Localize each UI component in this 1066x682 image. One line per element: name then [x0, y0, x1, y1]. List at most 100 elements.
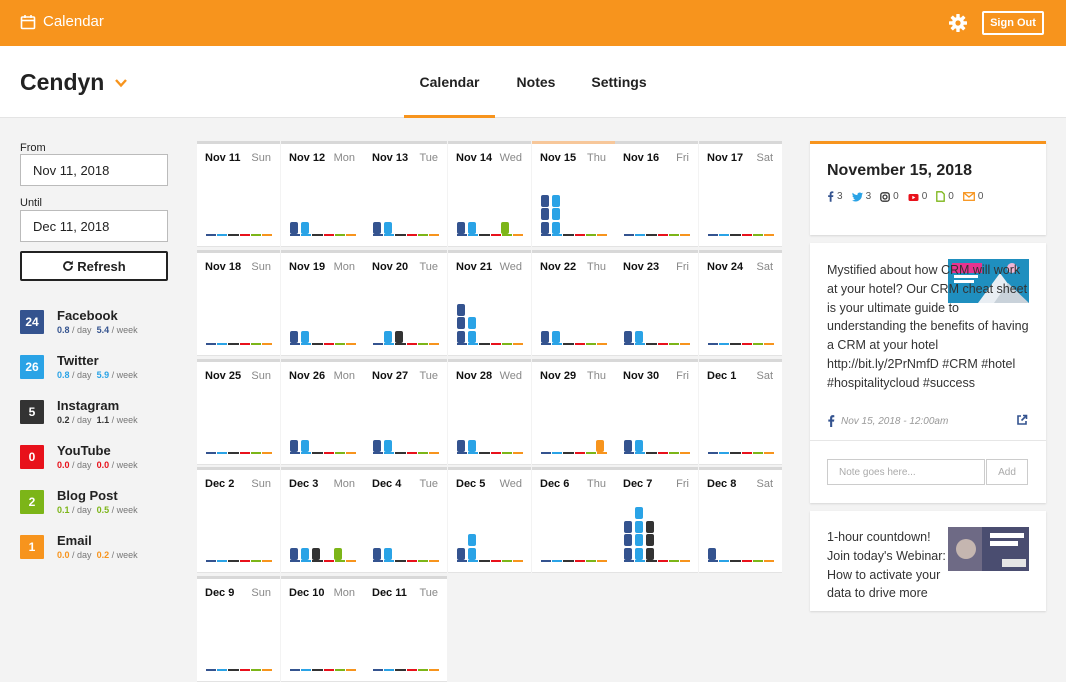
calendar-day-cell[interactable]: Dec 5 Wed [448, 467, 531, 573]
post-block[interactable] [468, 534, 476, 547]
post-block[interactable] [301, 548, 309, 560]
post-block[interactable] [708, 548, 716, 560]
post-block[interactable] [646, 534, 654, 547]
post-block[interactable] [384, 331, 392, 343]
post-block[interactable] [457, 317, 465, 330]
post-block[interactable] [635, 520, 643, 533]
post-block[interactable] [646, 548, 654, 560]
add-note-button[interactable]: Add [986, 459, 1028, 485]
gear-icon[interactable] [948, 13, 968, 33]
post-block[interactable] [635, 507, 643, 520]
channel-email[interactable]: 1 Email 0.0 / day 0.2 / week [20, 533, 200, 565]
channel-youtube[interactable]: 0 YouTube 0.0 / day 0.0 / week [20, 443, 200, 475]
post-block[interactable] [457, 548, 465, 560]
note-input[interactable]: Note goes here... [827, 459, 985, 485]
calendar-day-cell[interactable]: Nov 13 Tue [364, 141, 447, 247]
post-block[interactable] [468, 222, 476, 234]
calendar-day-cell[interactable]: Dec 8 Sat [699, 467, 782, 573]
post-block[interactable] [635, 548, 643, 560]
refresh-button[interactable]: Refresh [20, 251, 168, 281]
calendar-day-cell[interactable]: Dec 10 Mon [281, 576, 364, 682]
calendar-day-cell[interactable]: Dec 11 Tue [364, 576, 447, 682]
calendar-day-cell[interactable]: Nov 16 Fri [615, 141, 698, 247]
post-block[interactable] [541, 194, 549, 207]
calendar-day-cell[interactable]: Dec 3 Mon [281, 467, 364, 573]
post-block[interactable] [624, 548, 632, 560]
channel-facebook[interactable]: 24 Facebook 0.8 / day 5.4 / week [20, 308, 200, 340]
calendar-day-cell[interactable]: Nov 20 Tue [364, 250, 447, 356]
calendar-day-cell[interactable]: Dec 4 Tue [364, 467, 447, 573]
calendar-day-cell[interactable]: Nov 15 Thu [532, 141, 615, 247]
post-block[interactable] [457, 440, 465, 452]
post-block[interactable] [552, 194, 560, 207]
calendar-day-cell[interactable]: Dec 1 Sat [699, 359, 782, 465]
post-block[interactable] [301, 222, 309, 234]
post-block[interactable] [468, 548, 476, 560]
tab-settings[interactable]: Settings [591, 74, 647, 90]
post-block[interactable] [290, 331, 298, 343]
post-block[interactable] [501, 222, 509, 234]
sign-out-button[interactable]: Sign Out [982, 11, 1044, 35]
post-block[interactable] [301, 331, 309, 343]
tab-calendar[interactable]: Calendar [404, 46, 495, 118]
post-block[interactable] [468, 440, 476, 452]
calendar-day-cell[interactable]: Nov 24 Sat [699, 250, 782, 356]
post-block[interactable] [384, 222, 392, 234]
calendar-day-cell[interactable]: Nov 22 Thu [532, 250, 615, 356]
post-block[interactable] [373, 222, 381, 234]
channel-twitter[interactable]: 26 Twitter 0.8 / day 5.9 / week [20, 353, 200, 385]
calendar-day-cell[interactable]: Nov 17 Sat [699, 141, 782, 247]
post-block[interactable] [457, 222, 465, 234]
app-brand[interactable]: Calendar [20, 13, 104, 30]
channel-blog-post[interactable]: 2 Blog Post 0.1 / day 0.5 / week [20, 488, 200, 520]
post-block[interactable] [301, 440, 309, 452]
calendar-day-cell[interactable]: Nov 12 Mon [281, 141, 364, 247]
post-block[interactable] [395, 331, 403, 343]
post-thumbnail-2[interactable] [948, 527, 1029, 571]
post-block[interactable] [624, 331, 632, 343]
post-block[interactable] [468, 317, 476, 330]
calendar-day-cell[interactable]: Nov 25 Sun [197, 359, 280, 465]
post-block[interactable] [635, 534, 643, 547]
post-thumbnail[interactable] [948, 259, 1029, 303]
post-block[interactable] [624, 534, 632, 547]
calendar-day-cell[interactable]: Nov 28 Wed [448, 359, 531, 465]
calendar-day-cell[interactable]: Nov 26 Mon [281, 359, 364, 465]
post-block[interactable] [290, 548, 298, 560]
calendar-day-cell[interactable]: Nov 23 Fri [615, 250, 698, 356]
post-block[interactable] [624, 440, 632, 452]
calendar-day-cell[interactable]: Nov 11 Sun [197, 141, 280, 247]
post-block[interactable] [552, 208, 560, 221]
post-block[interactable] [384, 548, 392, 560]
external-link-icon[interactable] [1016, 414, 1028, 426]
post-block[interactable] [334, 548, 342, 560]
post-block[interactable] [468, 331, 476, 343]
post-block[interactable] [541, 331, 549, 343]
calendar-day-cell[interactable]: Nov 19 Mon [281, 250, 364, 356]
calendar-day-cell[interactable]: Nov 30 Fri [615, 359, 698, 465]
post-block[interactable] [624, 520, 632, 533]
post-block[interactable] [596, 440, 604, 452]
post-block[interactable] [290, 222, 298, 234]
calendar-day-cell[interactable]: Dec 7 Fri [615, 467, 698, 573]
from-date-input[interactable]: Nov 11, 2018 [20, 154, 168, 186]
post-block[interactable] [541, 222, 549, 234]
post-block[interactable] [373, 440, 381, 452]
calendar-day-cell[interactable]: Nov 27 Tue [364, 359, 447, 465]
post-block[interactable] [373, 548, 381, 560]
post-block[interactable] [457, 331, 465, 343]
post-block[interactable] [646, 520, 654, 533]
calendar-day-cell[interactable]: Nov 14 Wed [448, 141, 531, 247]
post-block[interactable] [312, 548, 320, 560]
calendar-day-cell[interactable]: Dec 6 Thu [532, 467, 615, 573]
calendar-day-cell[interactable]: Nov 18 Sun [197, 250, 280, 356]
calendar-day-cell[interactable]: Dec 2 Sun [197, 467, 280, 573]
calendar-day-cell[interactable]: Nov 29 Thu [532, 359, 615, 465]
post-block[interactable] [635, 440, 643, 452]
calendar-day-cell[interactable]: Nov 21 Wed [448, 250, 531, 356]
org-switcher[interactable]: Cendyn [20, 69, 128, 96]
post-block[interactable] [635, 331, 643, 343]
channel-instagram[interactable]: 5 Instagram 0.2 / day 1.1 / week [20, 398, 200, 430]
post-block[interactable] [541, 208, 549, 221]
calendar-day-cell[interactable]: Dec 9 Sun [197, 576, 280, 682]
